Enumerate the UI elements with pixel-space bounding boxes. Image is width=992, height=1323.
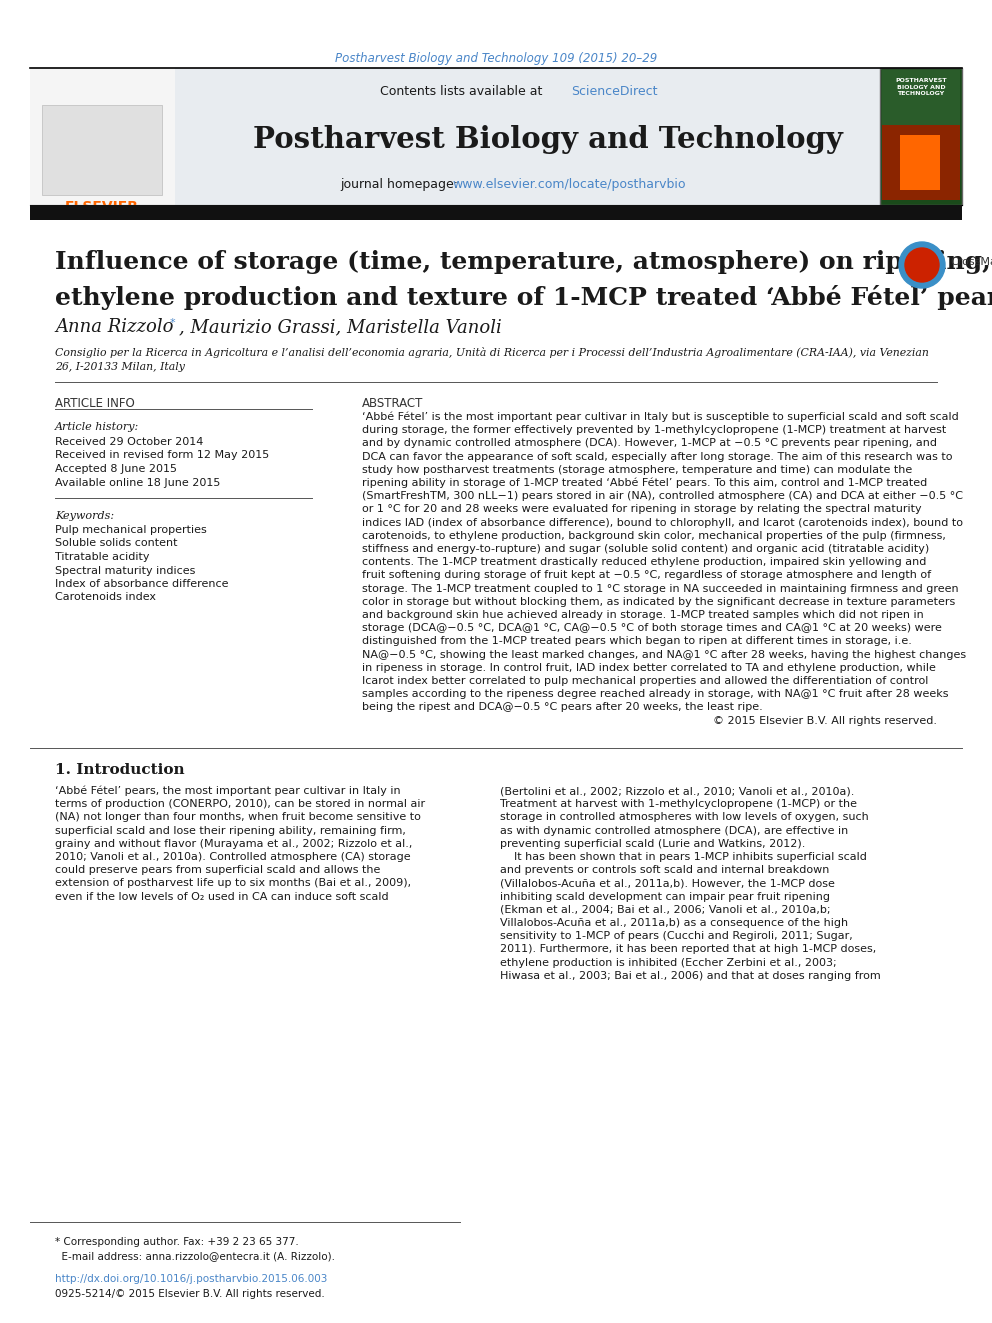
Text: preventing superficial scald (Lurie and Watkins, 2012).: preventing superficial scald (Lurie and … xyxy=(500,839,806,849)
Text: ripening ability in storage of 1-MCP treated ‘Abbé Fétel’ pears. To this aim, co: ripening ability in storage of 1-MCP tre… xyxy=(362,478,928,488)
Text: and background skin hue achieved already in storage. 1-MCP treated samples which: and background skin hue achieved already… xyxy=(362,610,924,620)
FancyBboxPatch shape xyxy=(30,67,962,205)
Text: Received in revised form 12 May 2015: Received in revised form 12 May 2015 xyxy=(55,451,269,460)
FancyBboxPatch shape xyxy=(30,67,175,205)
Text: Influence of storage (time, temperature, atmosphere) on ripening,: Influence of storage (time, temperature,… xyxy=(55,250,991,274)
Text: fruit softening during storage of fruit kept at −0.5 °C, regardless of storage a: fruit softening during storage of fruit … xyxy=(362,570,931,581)
Text: 26, I-20133 Milan, Italy: 26, I-20133 Milan, Italy xyxy=(55,363,185,372)
Text: samples according to the ripeness degree reached already in storage, with NA@1 °: samples according to the ripeness degree… xyxy=(362,689,948,699)
Text: (SmartFreshTM, 300 nLL−1) pears stored in air (NA), controlled atmosphere (CA) a: (SmartFreshTM, 300 nLL−1) pears stored i… xyxy=(362,491,963,501)
Text: Postharvest Biology and Technology 109 (2015) 20–29: Postharvest Biology and Technology 109 (… xyxy=(335,52,657,65)
Text: 0925-5214/© 2015 Elsevier B.V. All rights reserved.: 0925-5214/© 2015 Elsevier B.V. All right… xyxy=(55,1289,324,1299)
Text: ABSTRACT: ABSTRACT xyxy=(362,397,424,410)
Text: (Bertolini et al., 2002; Rizzolo et al., 2010; Vanoli et al., 2010a).: (Bertolini et al., 2002; Rizzolo et al.,… xyxy=(500,786,854,796)
Text: or 1 °C for 20 and 28 weeks were evaluated for ripening in storage by relating t: or 1 °C for 20 and 28 weeks were evaluat… xyxy=(362,504,922,515)
Text: Hiwasa et al., 2003; Bai et al., 2006) and that at doses ranging from: Hiwasa et al., 2003; Bai et al., 2006) a… xyxy=(500,971,881,980)
Text: storage. The 1-MCP treatment coupled to 1 °C storage in NA succeeded in maintain: storage. The 1-MCP treatment coupled to … xyxy=(362,583,958,594)
Text: * Corresponding author. Fax: +39 2 23 65 377.: * Corresponding author. Fax: +39 2 23 65… xyxy=(55,1237,299,1248)
Text: inhibiting scald development can impair pear fruit ripening: inhibiting scald development can impair … xyxy=(500,892,830,901)
Text: DCA can favor the appearance of soft scald, especially after long storage. The a: DCA can favor the appearance of soft sca… xyxy=(362,451,952,462)
Text: ELSEVIER: ELSEVIER xyxy=(65,200,139,214)
Text: carotenoids, to ethylene production, background skin color, mechanical propertie: carotenoids, to ethylene production, bac… xyxy=(362,531,946,541)
Text: storage (DCA@−0.5 °C, DCA@1 °C, CA@−0.5 °C of both storage times and CA@1 °C at : storage (DCA@−0.5 °C, DCA@1 °C, CA@−0.5 … xyxy=(362,623,941,634)
Text: color in storage but without blocking them, as indicated by the significant decr: color in storage but without blocking th… xyxy=(362,597,955,607)
Text: (NA) not longer than four months, when fruit become sensitive to: (NA) not longer than four months, when f… xyxy=(55,812,421,823)
Text: Index of absorbance difference: Index of absorbance difference xyxy=(55,579,228,589)
Text: www.elsevier.com/locate/postharvbio: www.elsevier.com/locate/postharvbio xyxy=(452,179,685,191)
Circle shape xyxy=(899,242,945,288)
Text: being the ripest and DCA@−0.5 °C pears after 20 weeks, the least ripe.: being the ripest and DCA@−0.5 °C pears a… xyxy=(362,703,763,712)
Text: NA@−0.5 °C, showing the least marked changes, and NA@1 °C after 28 weeks, having: NA@−0.5 °C, showing the least marked cha… xyxy=(362,650,966,660)
Text: Postharvest Biology and Technology: Postharvest Biology and Technology xyxy=(253,124,843,153)
Text: as with dynamic controlled atmosphere (DCA), are effective in: as with dynamic controlled atmosphere (D… xyxy=(500,826,848,836)
Text: http://dx.doi.org/10.1016/j.postharvbio.2015.06.003: http://dx.doi.org/10.1016/j.postharvbio.… xyxy=(55,1274,327,1285)
Text: extension of postharvest life up to six months (Bai et al., 2009),: extension of postharvest life up to six … xyxy=(55,878,411,889)
Text: stiffness and energy-to-rupture) and sugar (soluble solid content) and organic a: stiffness and energy-to-rupture) and sug… xyxy=(362,544,930,554)
Text: Pulp mechanical properties: Pulp mechanical properties xyxy=(55,525,206,534)
Text: Villalobos-Acuña et al., 2011a,b) as a consequence of the high: Villalobos-Acuña et al., 2011a,b) as a c… xyxy=(500,918,848,927)
Text: and by dynamic controlled atmosphere (DCA). However, 1-MCP at −0.5 °C prevents p: and by dynamic controlled atmosphere (DC… xyxy=(362,438,937,448)
Text: Keywords:: Keywords: xyxy=(55,511,114,521)
FancyBboxPatch shape xyxy=(882,124,960,200)
Text: grainy and without flavor (Murayama et al., 2002; Rizzolo et al.,: grainy and without flavor (Murayama et a… xyxy=(55,839,413,849)
Text: *: * xyxy=(170,318,176,328)
Text: ethylene production and texture of 1-MCP treated ‘Abbé Fétel’ pears: ethylene production and texture of 1-MCP… xyxy=(55,284,992,310)
Text: ‘Abbé Fétel’ pears, the most important pear cultivar in Italy in: ‘Abbé Fétel’ pears, the most important p… xyxy=(55,786,401,796)
Text: storage in controlled atmospheres with low levels of oxygen, such: storage in controlled atmospheres with l… xyxy=(500,812,869,823)
Text: contents. The 1-MCP treatment drastically reduced ethylene production, impaired : contents. The 1-MCP treatment drasticall… xyxy=(362,557,927,568)
Text: Contents lists available at: Contents lists available at xyxy=(380,85,547,98)
Text: (Ekman et al., 2004; Bai et al., 2006; Vanoli et al., 2010a,b;: (Ekman et al., 2004; Bai et al., 2006; V… xyxy=(500,905,830,914)
Text: distinguished from the 1-MCP treated pears which began to ripen at different tim: distinguished from the 1-MCP treated pea… xyxy=(362,636,912,647)
Text: Spectral maturity indices: Spectral maturity indices xyxy=(55,565,195,576)
Text: E-mail address: anna.rizzolo@entecra.it (A. Rizzolo).: E-mail address: anna.rizzolo@entecra.it … xyxy=(55,1252,335,1261)
Text: ‘Abbé Fétel’ is the most important pear cultivar in Italy but is susceptible to : ‘Abbé Fétel’ is the most important pear … xyxy=(362,411,958,422)
FancyBboxPatch shape xyxy=(900,135,940,191)
Text: , Maurizio Grassi, Maristella Vanoli: , Maurizio Grassi, Maristella Vanoli xyxy=(179,318,502,336)
Text: Icarot index better correlated to pulp mechanical properties and allowed the dif: Icarot index better correlated to pulp m… xyxy=(362,676,929,687)
Text: CrossMark: CrossMark xyxy=(950,257,992,267)
Text: POSTHARVEST
BIOLOGY AND
TECHNOLOGY: POSTHARVEST BIOLOGY AND TECHNOLOGY xyxy=(895,78,946,97)
FancyBboxPatch shape xyxy=(42,105,162,194)
Text: Received 29 October 2014: Received 29 October 2014 xyxy=(55,437,203,447)
Text: Treatment at harvest with 1-methylcyclopropene (1-MCP) or the: Treatment at harvest with 1-methylcyclop… xyxy=(500,799,857,810)
Text: © 2015 Elsevier B.V. All rights reserved.: © 2015 Elsevier B.V. All rights reserved… xyxy=(713,716,937,725)
Text: 2010; Vanoli et al., 2010a). Controlled atmosphere (CA) storage: 2010; Vanoli et al., 2010a). Controlled … xyxy=(55,852,411,863)
Text: Available online 18 June 2015: Available online 18 June 2015 xyxy=(55,478,220,487)
Text: Article history:: Article history: xyxy=(55,422,139,433)
Text: Titratable acidity: Titratable acidity xyxy=(55,552,150,562)
Text: study how postharvest treatments (storage atmosphere, temperature and time) can : study how postharvest treatments (storag… xyxy=(362,464,913,475)
Text: (Villalobos-Acuña et al., 2011a,b). However, the 1-MCP dose: (Villalobos-Acuña et al., 2011a,b). Howe… xyxy=(500,878,835,889)
Text: even if the low levels of O₂ used in CA can induce soft scald: even if the low levels of O₂ used in CA … xyxy=(55,892,389,901)
Text: terms of production (CONERPO, 2010), can be stored in normal air: terms of production (CONERPO, 2010), can… xyxy=(55,799,426,810)
Text: ethylene production is inhibited (Eccher Zerbini et al., 2003;: ethylene production is inhibited (Eccher… xyxy=(500,958,836,967)
Text: Consiglio per la Ricerca in Agricoltura e l’analisi dell’economia agraria, Unità: Consiglio per la Ricerca in Agricoltura … xyxy=(55,347,929,359)
Text: ScienceDirect: ScienceDirect xyxy=(571,85,658,98)
Text: ARTICLE INFO: ARTICLE INFO xyxy=(55,397,135,410)
Text: It has been shown that in pears 1-MCP inhibits superficial scald: It has been shown that in pears 1-MCP in… xyxy=(500,852,867,863)
Text: 1. Introduction: 1. Introduction xyxy=(55,763,185,777)
Text: in ripeness in storage. In control fruit, IAD index better correlated to TA and : in ripeness in storage. In control fruit… xyxy=(362,663,935,673)
Text: 2011). Furthermore, it has been reported that at high 1-MCP doses,: 2011). Furthermore, it has been reported… xyxy=(500,945,876,954)
Text: could preserve pears from superficial scald and allows the: could preserve pears from superficial sc… xyxy=(55,865,380,876)
FancyBboxPatch shape xyxy=(880,67,962,205)
Text: Anna Rizzolo: Anna Rizzolo xyxy=(55,318,174,336)
FancyBboxPatch shape xyxy=(30,205,962,220)
Text: superficial scald and lose their ripening ability, remaining firm,: superficial scald and lose their ripenin… xyxy=(55,826,406,836)
Text: journal homepage:: journal homepage: xyxy=(340,179,462,191)
Text: indices IAD (index of absorbance difference), bound to chlorophyll, and Icarot (: indices IAD (index of absorbance differe… xyxy=(362,517,963,528)
Circle shape xyxy=(905,247,939,282)
Text: sensitivity to 1-MCP of pears (Cucchi and Regiroli, 2011; Sugar,: sensitivity to 1-MCP of pears (Cucchi an… xyxy=(500,931,853,941)
Text: Carotenoids index: Carotenoids index xyxy=(55,593,156,602)
Text: Soluble solids content: Soluble solids content xyxy=(55,538,178,549)
Text: during storage, the former effectively prevented by 1-methylcyclopropene (1-MCP): during storage, the former effectively p… xyxy=(362,425,946,435)
Text: Accepted 8 June 2015: Accepted 8 June 2015 xyxy=(55,464,177,474)
Text: and prevents or controls soft scald and internal breakdown: and prevents or controls soft scald and … xyxy=(500,865,829,876)
FancyBboxPatch shape xyxy=(882,70,960,124)
